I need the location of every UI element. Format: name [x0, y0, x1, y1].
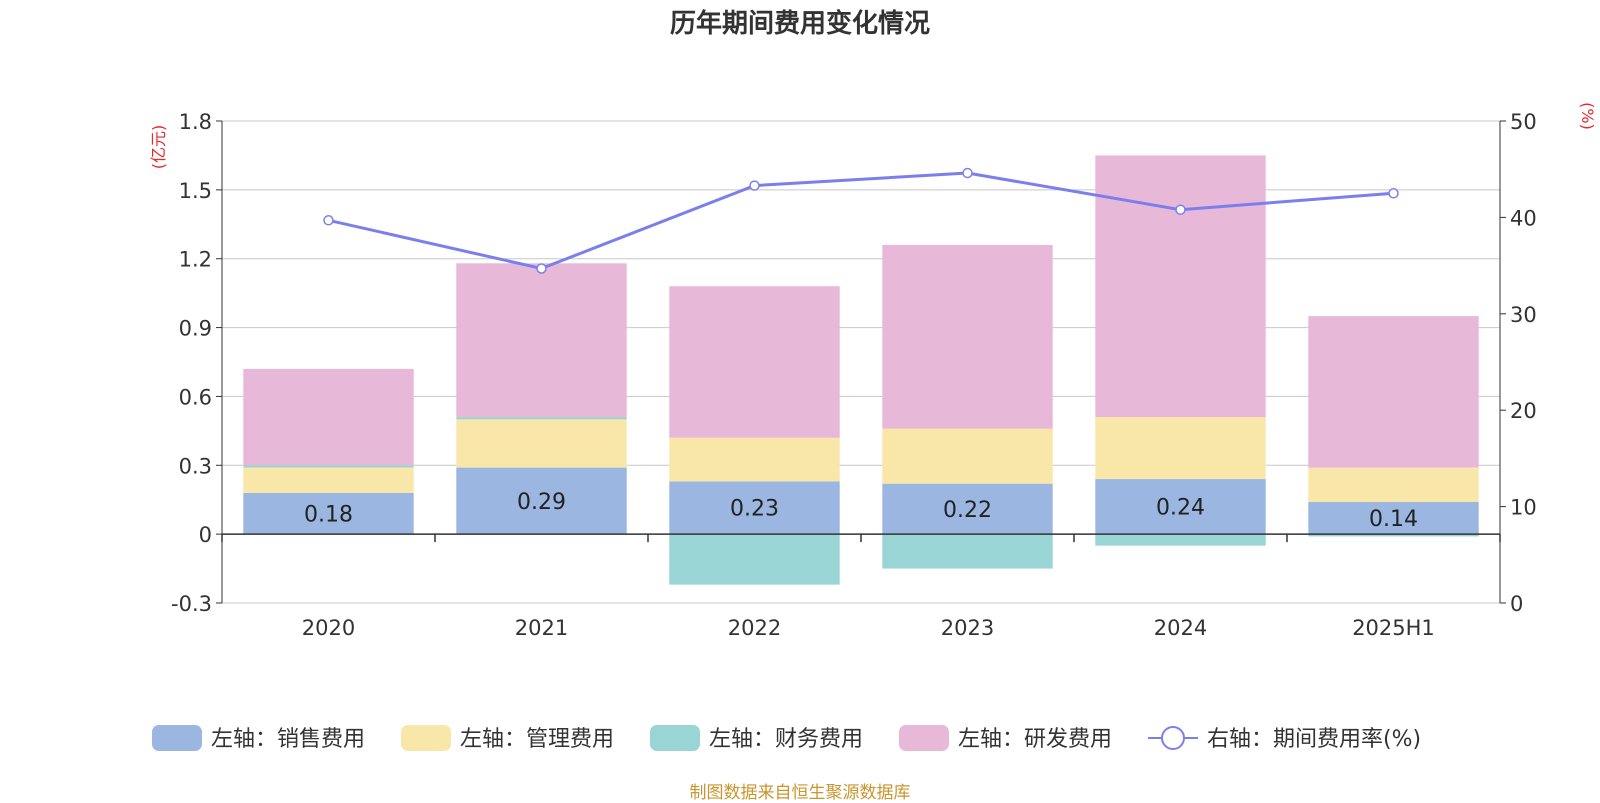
right-axis-tick-label: 30 — [1510, 303, 1537, 327]
bar-segment — [456, 419, 627, 468]
bar-segment — [1095, 479, 1266, 535]
right-axis-tick-label: 50 — [1510, 110, 1537, 134]
legend-swatch — [401, 725, 451, 751]
legend-label: 左轴：销售费用 — [211, 727, 365, 752]
left-axis-tick-label: 1.2 — [179, 248, 212, 272]
rate-point — [749, 180, 760, 191]
legend-label: 右轴：期间费用率(%) — [1207, 727, 1421, 752]
x-axis-tick-label: 2022 — [728, 616, 781, 640]
rate-point — [536, 263, 547, 274]
legend-label: 左轴：研发费用 — [958, 727, 1112, 752]
axis-layer: -0.3 0 0.3 0.6 0.9 1.2 1.5 1.8 0 10 20 30 40 50 2020 20… — [171, 110, 1537, 640]
legend-swatch — [650, 725, 700, 751]
rate-point — [323, 215, 334, 226]
right-axis-tick-label: 20 — [1510, 399, 1537, 423]
left-axis-tick-label: 0.9 — [179, 317, 212, 341]
left-axis-unit: (亿元) — [149, 125, 168, 170]
legend-label: 左轴：管理费用 — [460, 727, 614, 752]
bar-segment — [243, 467, 414, 493]
x-axis-tick-label: 2023 — [941, 616, 994, 640]
bar-segment — [243, 492, 414, 535]
legend-marker-swatch — [1161, 726, 1185, 750]
bar-segment — [669, 481, 840, 535]
bar-segment — [882, 428, 1053, 484]
bar-segment — [456, 417, 627, 420]
x-axis-tick-label: 2020 — [302, 616, 355, 640]
right-axis-unit: (%) — [1578, 102, 1597, 130]
rate-line — [328, 171, 1394, 271]
legend-swatch — [899, 725, 949, 751]
bar-segment — [456, 467, 627, 535]
bar-segment — [882, 244, 1053, 429]
bar-segment — [243, 368, 414, 466]
right-axis-tick-label: 0 — [1510, 592, 1523, 616]
chart-title: 历年期间费用变化情况 — [670, 8, 930, 39]
bar-data-label: 0.22 — [943, 498, 992, 523]
left-axis-tick-label: 0.3 — [179, 454, 212, 478]
bar-data-label: 0.24 — [1156, 496, 1205, 521]
label-layer: 0.18 0.29 0.23 0.22 0.24 0.14 — [304, 490, 1418, 532]
bar-segment — [1308, 502, 1479, 535]
right-axis-tick-label: 10 — [1510, 496, 1537, 520]
bar-segment — [1095, 155, 1266, 418]
bar-segment — [1095, 417, 1266, 480]
bar-segment — [243, 465, 414, 468]
x-axis-tick-label: 2021 — [515, 616, 568, 640]
bar-segment — [669, 286, 840, 438]
line-layer — [323, 167, 1399, 274]
legend: 左轴：销售费用 左轴：管理费用 左轴：财务费用 左轴：研发费用 右轴：期间费用率(%) — [152, 725, 1421, 752]
bar-segment — [1308, 534, 1479, 537]
legend-label: 左轴：财务费用 — [709, 727, 863, 752]
left-axis-tick-label: 0.6 — [179, 385, 212, 409]
chart-svg: 历年期间费用变化情况 -0.3 0 0.3 0.6 0.9 1.2 1.5 1.8 0 10 20 3… — [149, 8, 1597, 752]
bar-data-label: 0.29 — [517, 490, 566, 515]
bar-data-label: 0.18 — [304, 502, 353, 527]
bar-segment — [1308, 467, 1479, 503]
legend-swatch — [152, 725, 202, 751]
left-axis-tick-label: -0.3 — [171, 592, 212, 616]
bar-data-label: 0.14 — [1369, 507, 1418, 532]
bar-data-label: 0.23 — [730, 497, 779, 522]
bar-segment — [882, 483, 1053, 535]
x-axis-tick-label: 2024 — [1154, 616, 1207, 640]
bar-segment — [669, 437, 840, 482]
rate-point — [1175, 204, 1186, 215]
bar-segment — [456, 263, 627, 418]
bar-segment — [1095, 534, 1266, 546]
rate-point — [1388, 188, 1399, 199]
bar-segment — [669, 534, 840, 585]
data-source-note: 制图数据来自恒生聚源数据库 — [689, 783, 911, 803]
bar-segment — [882, 534, 1053, 569]
left-axis-tick-label: 0 — [199, 523, 212, 547]
rate-point — [962, 167, 973, 179]
left-axis-tick-label: 1.8 — [179, 110, 212, 134]
right-axis-tick-label: 40 — [1510, 206, 1537, 230]
x-axis-tick-label: 2025H1 — [1352, 616, 1435, 640]
bar-segment — [1308, 316, 1479, 468]
left-axis-tick-label: 1.5 — [179, 179, 212, 203]
bar-layer — [243, 155, 1479, 585]
